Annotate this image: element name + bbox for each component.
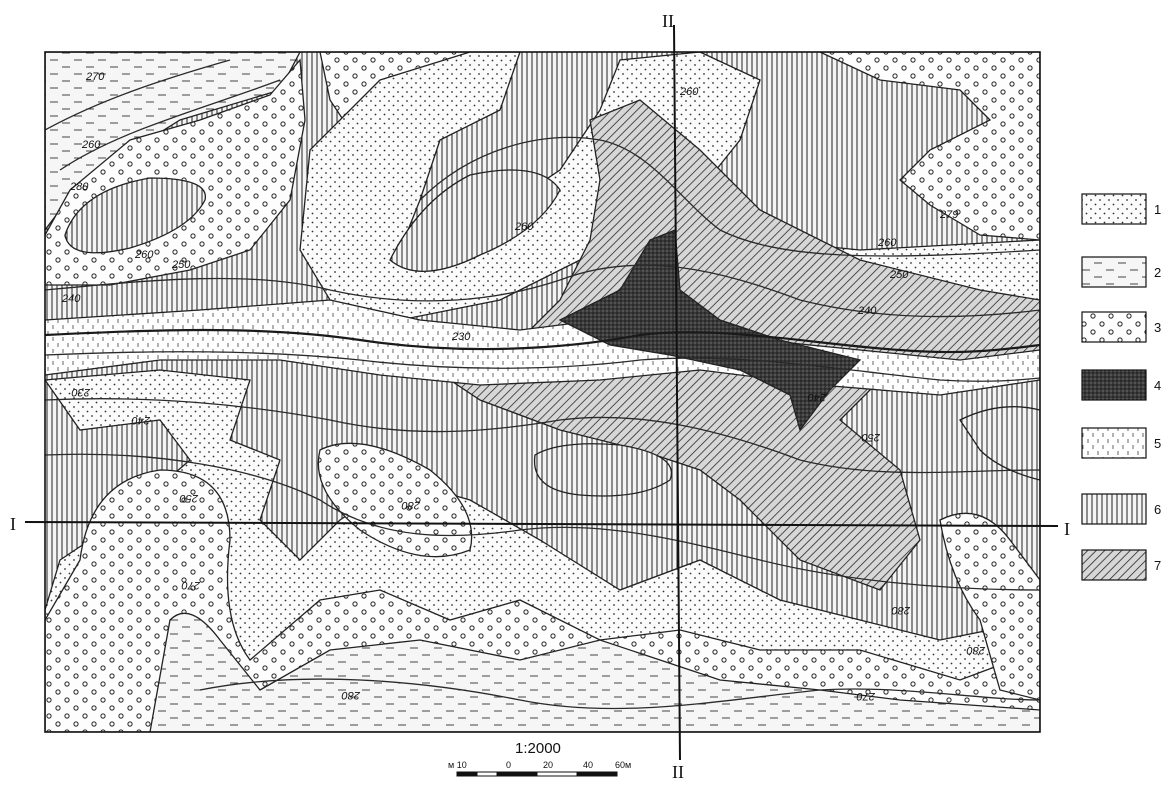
gravel-area-bottom [45,469,1040,732]
contour-label: 260 [514,221,534,233]
map-area: 270 260 280 260 250 240 260 230 260 279 … [45,52,1040,732]
legend-label: 4 [1154,378,1161,393]
contour-label: 279 [939,209,958,221]
section-label-i-right: I [1064,519,1070,539]
legend-label: 2 [1154,265,1161,280]
legend-item-3: 3 [1081,311,1161,343]
contour-label: 270 [85,71,105,83]
contour-lines [45,59,1040,710]
contour-label: 260 [679,86,699,98]
contour-label: 250 [179,492,199,504]
contour-label: 260 [134,249,154,261]
section-line-i [24,521,1059,527]
legend-item-5: 5 [1081,427,1161,459]
legend-label: 5 [1154,436,1161,451]
dark-core [558,229,862,432]
legend-label: 1 [1154,202,1161,217]
contour-label: 280 [966,644,986,656]
legend-label: 3 [1154,320,1161,335]
contour-label: 270 [181,579,201,591]
contour-label: 250 [171,259,191,271]
contour-labels: 270 260 280 260 250 240 260 230 260 279 … [61,71,986,702]
legend-item-4: 4 [1081,369,1161,401]
section-line-ii [673,24,681,761]
contour-label: 260 [877,237,897,249]
scale-bar [456,771,618,777]
legend-item-2: 2 [1081,256,1161,288]
contour-label: 250 [889,269,909,281]
scale-tick: 0 [506,760,511,770]
section-label-i-left: I [10,514,16,534]
legend: 1 2 3 4 5 6 7 [1081,193,1161,581]
contour-label: 250 [861,431,881,443]
map-frame [44,51,1041,733]
scale-tick: 20 [543,760,553,770]
legend-label: 7 [1154,558,1161,573]
contour-label: 240 [857,305,877,317]
contour-label: 280 [341,689,361,701]
contour-label: 280 [891,604,911,616]
contour-label: 230 [451,331,471,343]
section-label-ii-bottom: II [672,762,684,782]
scale-block: 1:2000 м 10 0 20 40 60м [448,740,631,777]
contour-label: 240 [61,293,81,305]
contour-label: 270 [856,690,876,702]
scale-tick: 40 [583,760,593,770]
scale-tick: м 10 [448,760,467,770]
clay-area-bottom [149,612,1040,732]
contour-label: 260 [81,139,101,151]
contour-label: 240 [807,391,827,403]
section-lines: I I II II [10,11,1070,782]
scale-text: 1:2000 [515,740,561,757]
contour-label: 240 [131,414,151,426]
legend-item-6: 6 [1081,493,1161,525]
legend-item-1: 1 [1081,193,1161,225]
scale-tick: 60м [615,760,631,770]
legend-label: 6 [1154,502,1161,517]
contour-label: 280 [401,499,421,511]
section-label-ii-top: II [662,11,674,31]
legend-item-7: 7 [1081,549,1161,581]
contour-label: 280 [69,181,89,193]
gravel-area-top-right [819,52,1040,241]
contour-label: 230 [71,386,91,398]
